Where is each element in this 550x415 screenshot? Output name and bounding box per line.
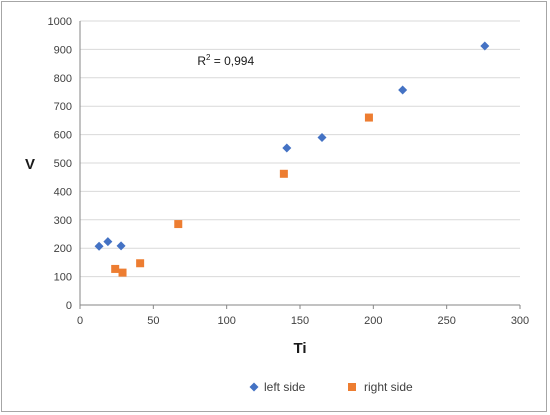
left-side-point — [398, 85, 408, 95]
y-tick-label: 100 — [54, 272, 72, 284]
r-squared-annotation: R2 = 0,994 — [197, 53, 254, 68]
legend: left side right side — [249, 380, 413, 394]
y-tick-label: 200 — [54, 243, 72, 255]
y-tick-label: 600 — [54, 130, 72, 142]
left-side-point — [94, 241, 104, 251]
legend-left-side-label: left side — [264, 380, 306, 394]
right-side-point — [279, 169, 288, 178]
data-points — [94, 41, 490, 277]
axes — [79, 21, 521, 309]
left-side-point — [317, 132, 327, 142]
right-side-point — [111, 264, 120, 273]
y-tick-label: 1000 — [48, 16, 72, 28]
right-side-point — [136, 259, 145, 268]
y-tick-label: 300 — [54, 215, 72, 227]
x-tick-label: 200 — [364, 315, 382, 327]
x-tick-label: 100 — [217, 315, 235, 327]
x-tick-label: 50 — [147, 315, 159, 327]
x-tick-label: 150 — [291, 315, 309, 327]
y-tick-label: 0 — [66, 300, 72, 312]
x-axis-title: Ti — [293, 340, 306, 357]
r-squared-superscript: 2 — [206, 53, 211, 62]
left-side-point — [103, 237, 113, 247]
x-tick-labels: 0 50 100 150 200 250 300 — [77, 315, 529, 327]
x-tick-label: 0 — [77, 315, 83, 327]
y-tick-label: 700 — [54, 101, 72, 113]
r-squared-value: = 0,994 — [210, 54, 254, 68]
legend-left-side-marker — [249, 382, 259, 392]
y-tick-label: 900 — [54, 44, 72, 56]
left-side-point — [116, 241, 126, 251]
y-tick-label: 800 — [54, 73, 72, 85]
r-squared-prefix: R — [197, 54, 206, 68]
left-side-point — [282, 143, 292, 153]
y-tick-label: 400 — [54, 186, 72, 198]
gridlines — [80, 20, 520, 278]
y-axis-title: V — [25, 156, 35, 173]
y-tick-label: 500 — [54, 158, 72, 170]
right-side-point — [174, 220, 183, 229]
x-tick-label: 250 — [437, 315, 455, 327]
legend-right-side-label: right side — [364, 380, 413, 394]
y-tick-labels: 0 100 200 300 400 500 600 700 800 900 1000 — [48, 16, 72, 312]
legend-right-side-marker — [348, 383, 356, 391]
right-side-point — [364, 113, 373, 122]
right-side-point — [118, 268, 127, 277]
left-side-point — [480, 41, 490, 51]
x-tick-label: 300 — [511, 315, 529, 327]
